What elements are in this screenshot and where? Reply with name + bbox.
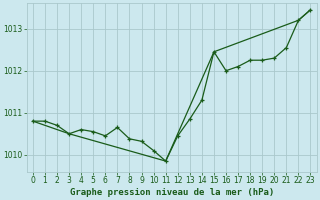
X-axis label: Graphe pression niveau de la mer (hPa): Graphe pression niveau de la mer (hPa) [69,188,274,197]
